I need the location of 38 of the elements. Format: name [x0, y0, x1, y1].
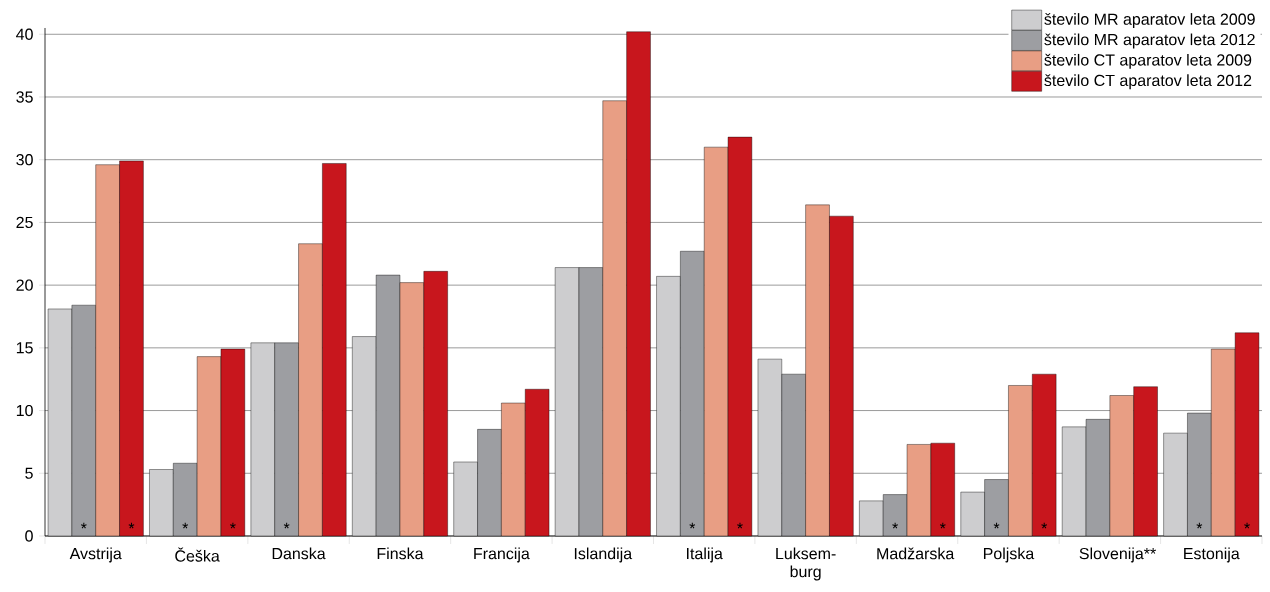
y-tick-label: 10 [16, 404, 33, 417]
x-tick-label: Madžarska [877, 547, 955, 560]
data-label: * [892, 522, 898, 529]
y-tick-label: 0 [25, 530, 33, 542]
legend-label: število CT aparatov leta 2012 [1044, 74, 1252, 90]
x-tick-label: Češka [175, 547, 220, 562]
y-tick-label: 15 [16, 342, 33, 354]
y-tick-label: 35 [16, 91, 33, 103]
legend-label: število CT aparatov leta 2009 [1044, 53, 1252, 69]
data-label: * [80, 522, 87, 529]
data-label: * [182, 522, 189, 529]
data-label: * [993, 522, 1000, 529]
y-tick-label: 40 [16, 28, 33, 40]
x-tick-label: Poljska [983, 547, 1035, 563]
x-tick-label: Islandija [574, 547, 633, 563]
x-tick-label: Francija [474, 547, 530, 563]
legend-label: število MR aparatov leta 2009 [1044, 13, 1255, 29]
x-tick-label: Luksem-burg [776, 547, 836, 581]
data-label: * [230, 522, 236, 529]
data-label: * [689, 522, 696, 529]
data-label: * [939, 522, 946, 529]
data-label: * [737, 522, 743, 529]
x-tick-label: Slovenija** [1079, 547, 1156, 563]
y-tick-label: 25 [16, 216, 33, 229]
y-tick-label: 20 [16, 279, 33, 291]
y-tick-label: 30 [16, 154, 33, 166]
x-tick-label: Danska [272, 547, 326, 560]
x-tick-label: Estonija [1184, 547, 1240, 563]
x-tick-label: Italija [687, 547, 723, 563]
y-tick-label: 5 [25, 467, 33, 479]
data-label: * [1041, 522, 1048, 529]
x-tick-label: Finska [377, 547, 424, 560]
data-label: * [1196, 522, 1203, 529]
legend-label: število MR aparatov leta 2012 [1044, 33, 1255, 49]
data-label: * [283, 522, 290, 529]
data-label: * [1244, 522, 1250, 529]
x-tick-label: Avstrija [69, 547, 122, 563]
data-label: * [128, 522, 135, 529]
